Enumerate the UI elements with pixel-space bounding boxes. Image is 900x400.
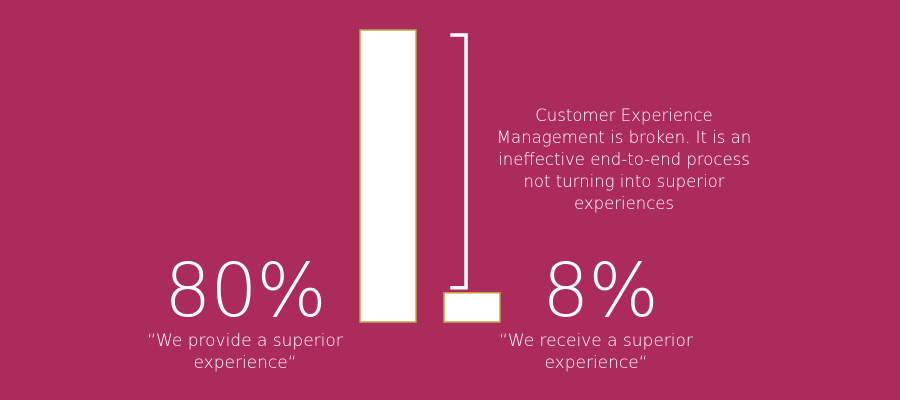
category-label-provide: “We provide a superior experience“ — [147, 331, 343, 373]
category-label-receive: “We receive a superior experience“ — [499, 331, 693, 373]
data-label-receive: 8% — [542, 248, 658, 334]
bars-layer — [359, 29, 501, 323]
bar-receive — [443, 292, 501, 323]
bar-provide — [359, 29, 417, 323]
gap-bracket — [450, 33, 468, 290]
data-label-provide: 80% — [164, 248, 326, 334]
gap-annotation: Customer Experience Management is broken… — [496, 106, 752, 213]
